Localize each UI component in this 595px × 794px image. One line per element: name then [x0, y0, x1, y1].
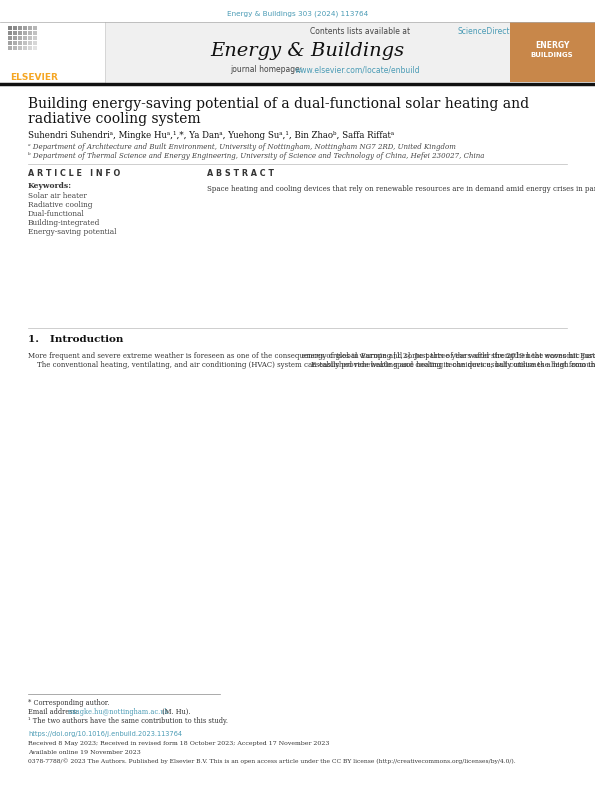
Bar [23, 36, 27, 40]
Bar [28, 26, 32, 30]
Bar [28, 41, 32, 45]
Text: energy crises in Europe and some parts of the world strengthen the economic just: energy crises in Europe and some parts o… [302, 352, 595, 369]
Text: mingke.hu@nottingham.ac.uk: mingke.hu@nottingham.ac.uk [68, 708, 170, 716]
Text: Contents lists available at: Contents lists available at [310, 26, 412, 36]
Bar [33, 26, 37, 30]
Bar [510, 22, 595, 82]
Text: 1.   Introduction: 1. Introduction [28, 336, 123, 345]
Text: ᵃ Department of Architecture and Built Environment, University of Nottingham, No: ᵃ Department of Architecture and Built E… [28, 143, 456, 151]
Text: Available online 19 November 2023: Available online 19 November 2023 [28, 750, 141, 754]
Text: journal homepage:: journal homepage: [230, 65, 305, 75]
Text: Solar air heater: Solar air heater [28, 192, 87, 200]
Bar [8, 36, 12, 40]
Bar [8, 46, 12, 50]
Bar [23, 26, 27, 30]
Bar [13, 41, 17, 45]
Text: A B S T R A C T: A B S T R A C T [207, 169, 274, 179]
Text: ¹ The two authors have the same contribution to this study.: ¹ The two authors have the same contribu… [28, 717, 228, 725]
Text: Building-integrated: Building-integrated [28, 219, 101, 227]
Bar [28, 36, 32, 40]
Text: More frequent and severe extreme weather is foreseen as one of the consequences : More frequent and severe extreme weather… [28, 352, 595, 369]
Text: 0378-7788/© 2023 The Authors. Published by Elsevier B.V. This is an open access : 0378-7788/© 2023 The Authors. Published … [28, 758, 516, 764]
Bar [33, 41, 37, 45]
Text: www.elsevier.com/locate/enbuild: www.elsevier.com/locate/enbuild [295, 65, 421, 75]
Text: ScienceDirect: ScienceDirect [458, 26, 511, 36]
Text: Email address:: Email address: [28, 708, 80, 716]
Text: (M. Hu).: (M. Hu). [160, 708, 190, 716]
Text: Building energy-saving potential of a dual-functional solar heating and: Building energy-saving potential of a du… [28, 97, 529, 111]
Bar [13, 26, 17, 30]
Bar [18, 26, 22, 30]
Text: Radiative cooling: Radiative cooling [28, 201, 92, 209]
Bar [8, 41, 12, 45]
Bar [0, 22, 595, 82]
Text: Received 8 May 2023; Received in revised form 18 October 2023; Accepted 17 Novem: Received 8 May 2023; Received in revised… [28, 741, 330, 746]
Bar [33, 46, 37, 50]
Bar [23, 41, 27, 45]
Text: Space heating and cooling devices that rely on renewable resources are in demand: Space heating and cooling devices that r… [207, 185, 595, 193]
Bar [8, 31, 12, 35]
Bar [33, 31, 37, 35]
Bar [0, 22, 105, 82]
Text: Dual-functional: Dual-functional [28, 210, 84, 218]
Bar [8, 26, 12, 30]
Text: BUILDINGS: BUILDINGS [531, 52, 574, 58]
Bar [18, 41, 22, 45]
Text: Energy & Buildings 303 (2024) 113764: Energy & Buildings 303 (2024) 113764 [227, 11, 368, 17]
Bar [18, 31, 22, 35]
Bar [13, 36, 17, 40]
Bar [33, 36, 37, 40]
Text: ᵇ Department of Thermal Science and Energy Engineering, University of Science an: ᵇ Department of Thermal Science and Ener… [28, 152, 484, 160]
Text: https://doi.org/10.1016/j.enbuild.2023.113764: https://doi.org/10.1016/j.enbuild.2023.1… [28, 731, 182, 737]
Bar [23, 31, 27, 35]
Bar [18, 46, 22, 50]
Bar [28, 46, 32, 50]
Text: Keywords:: Keywords: [28, 182, 72, 190]
Text: Energy & Buildings: Energy & Buildings [210, 42, 404, 60]
Text: * Corresponding author.: * Corresponding author. [28, 699, 109, 707]
Bar [18, 36, 22, 40]
Text: ELSEVIER: ELSEVIER [10, 72, 58, 82]
Bar [28, 31, 32, 35]
Text: Suhendri Suhendriᵃ, Mingke Huᵃ,¹,*, Ya Danᵃ, Yuehong Suᵃ,¹, Bin Zhaoᵇ, Saffa Rif: Suhendri Suhendriᵃ, Mingke Huᵃ,¹,*, Ya D… [28, 130, 394, 140]
Text: radiative cooling system: radiative cooling system [28, 112, 201, 126]
Bar [13, 46, 17, 50]
Text: A R T I C L E   I N F O: A R T I C L E I N F O [28, 169, 120, 179]
Text: Energy-saving potential: Energy-saving potential [28, 228, 117, 236]
Bar [13, 31, 17, 35]
Bar [23, 46, 27, 50]
Text: ENERGY: ENERGY [535, 40, 569, 49]
